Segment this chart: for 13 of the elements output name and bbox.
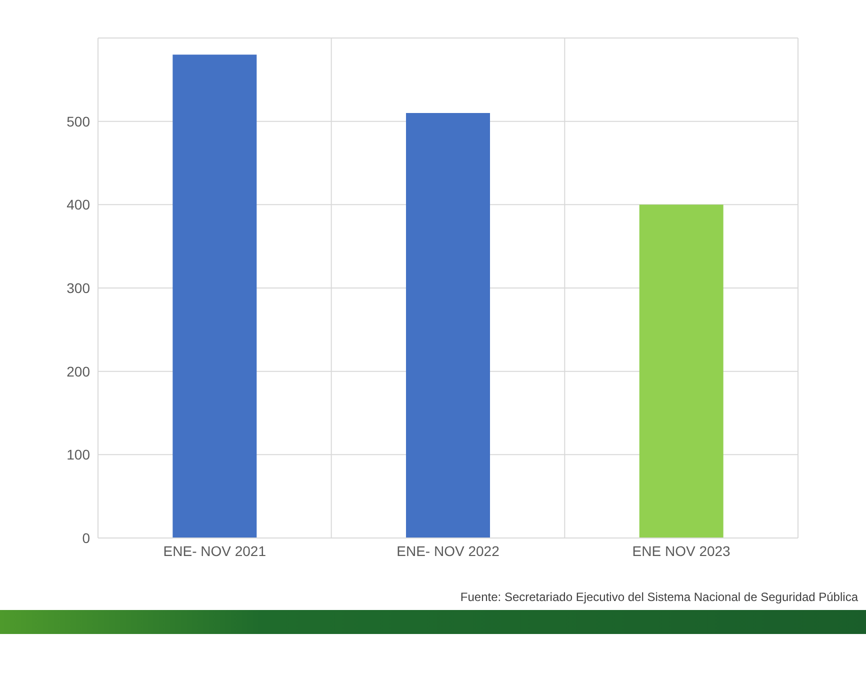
bar <box>406 113 490 538</box>
y-tick-label: 400 <box>66 196 90 213</box>
y-tick-label: 100 <box>66 446 90 463</box>
x-tick-label: ENE NOV 2023 <box>632 542 731 559</box>
y-tick-label: 300 <box>66 280 90 296</box>
y-tick-label: 200 <box>66 363 90 380</box>
y-tick-label: 0 <box>82 530 90 546</box>
x-tick-label: ENE- NOV 2021 <box>163 542 266 559</box>
bar <box>639 204 724 538</box>
x-tick-label: ENE- NOV 2022 <box>396 542 500 559</box>
y-tick-label: 500 <box>66 113 90 130</box>
bar <box>172 54 257 538</box>
source-note: Fuente: Secretariado Ejecutivo del Sistema Nacional de Seguridad Pública <box>459 590 858 604</box>
